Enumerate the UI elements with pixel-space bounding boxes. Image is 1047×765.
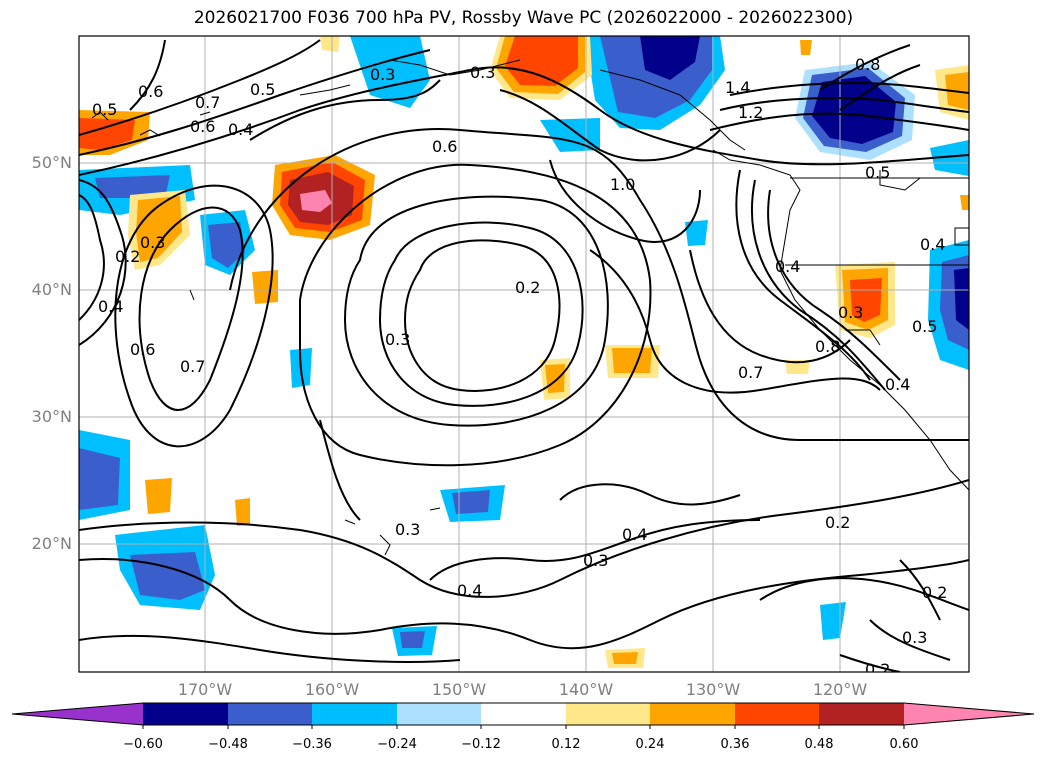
- contour-label: 0.2: [825, 513, 850, 532]
- lat-label: 30°N: [31, 407, 72, 426]
- contour-label: 0.2: [515, 278, 540, 297]
- contour-label: 0.3: [838, 303, 863, 322]
- colorbar-swatch: [397, 703, 481, 725]
- contour-labels: 0.6 0.7 0.5 0.3 0.6 0.4 1.4 1.2 1.0 0.8 …: [92, 55, 947, 679]
- colorbar-swatch: [228, 703, 312, 725]
- contour-label: 1.2: [738, 103, 763, 122]
- colorbar-swatch: [566, 703, 650, 725]
- contour-label: 0.2: [115, 247, 140, 266]
- contour-label: 0.8: [855, 55, 880, 74]
- colorbar-tick-label: 0.12: [551, 737, 581, 752]
- colorbar-swatch: [312, 703, 397, 725]
- contour-label: 0.3: [470, 63, 495, 82]
- colorbar: [11, 702, 1035, 729]
- contour-label: 0.4: [775, 257, 800, 276]
- contour-label: 0.6: [190, 117, 215, 136]
- contour-label: 0.8: [815, 337, 840, 356]
- lat-label: 50°N: [31, 153, 72, 172]
- contour-label: 0.2: [922, 583, 947, 602]
- contour-label: 0.3: [583, 551, 608, 570]
- contour-label: 0.4: [228, 120, 253, 139]
- contour-label: 0.3: [140, 233, 165, 252]
- contour-label: 0.4: [457, 581, 482, 600]
- contour-label: 0.3: [902, 628, 927, 647]
- lon-label: 160°W: [304, 680, 360, 699]
- contour-label: 0.4: [98, 297, 123, 316]
- colorbar-swatch: [819, 703, 904, 725]
- lon-label: 150°W: [431, 680, 487, 699]
- contour-label: 0.3: [385, 330, 410, 349]
- contour-label: 0.7: [738, 363, 763, 382]
- contour-label: 0.4: [920, 235, 945, 254]
- contour-label: 0.7: [180, 357, 205, 376]
- lon-label: 130°W: [685, 680, 741, 699]
- colorbar-tick-label: −0.48: [208, 737, 248, 752]
- colorbar-tick-label: −0.24: [377, 737, 417, 752]
- lon-label: 120°W: [812, 680, 868, 699]
- contour-label: 1.0: [610, 175, 635, 194]
- lat-label: 40°N: [31, 280, 72, 299]
- contour-label: 0.2: [865, 660, 890, 679]
- contour-label: 1.4: [725, 78, 750, 97]
- colorbar-swatch: [650, 703, 735, 725]
- lat-label: 20°N: [31, 534, 72, 553]
- colorbar-tick-label: −0.60: [123, 737, 163, 752]
- colorbar-tick-label: −0.36: [292, 737, 332, 752]
- contour-label: 0.6: [130, 340, 155, 359]
- colorbar-tick-label: 0.24: [635, 737, 665, 752]
- colorbar-extend-high: [904, 703, 1034, 725]
- contour-label: 0.4: [622, 525, 647, 544]
- lon-label: 140°W: [558, 680, 614, 699]
- colorbar-tick-label: 0.36: [720, 737, 750, 752]
- colorbar-swatch: [735, 703, 819, 725]
- map-title: 2026021700 F036 700 hPa PV, Rossby Wave …: [193, 8, 854, 28]
- contour-label: 0.5: [92, 100, 117, 119]
- contour-label: 0.3: [395, 520, 420, 539]
- coastlines: [91, 59, 969, 556]
- lon-label: 170°W: [177, 680, 233, 699]
- contour-label: 0.4: [885, 375, 910, 394]
- contour-label: 0.6: [138, 82, 163, 101]
- colorbar-swatch: [143, 703, 228, 725]
- contour-label: 0.3: [370, 65, 395, 84]
- contour-label: 0.5: [865, 163, 890, 182]
- colorbar-tick-label: 0.48: [804, 737, 834, 752]
- pv-contours: [79, 39, 969, 672]
- colorbar-swatch: [481, 703, 566, 725]
- contour-label: 0.7: [195, 93, 220, 112]
- contour-label: 0.6: [432, 137, 457, 156]
- graticule: [79, 36, 969, 672]
- map-frame: [78, 35, 970, 673]
- colorbar-extend-low: [12, 703, 143, 725]
- colorbar-tick-label: 0.60: [889, 737, 919, 752]
- map-plot-area: 0.6 0.7 0.5 0.3 0.6 0.4 1.4 1.2 1.0 0.8 …: [79, 36, 969, 679]
- contour-label: 0.5: [912, 317, 937, 336]
- colorbar-tick-label: −0.12: [461, 737, 501, 752]
- contour-label: 0.5: [250, 80, 275, 99]
